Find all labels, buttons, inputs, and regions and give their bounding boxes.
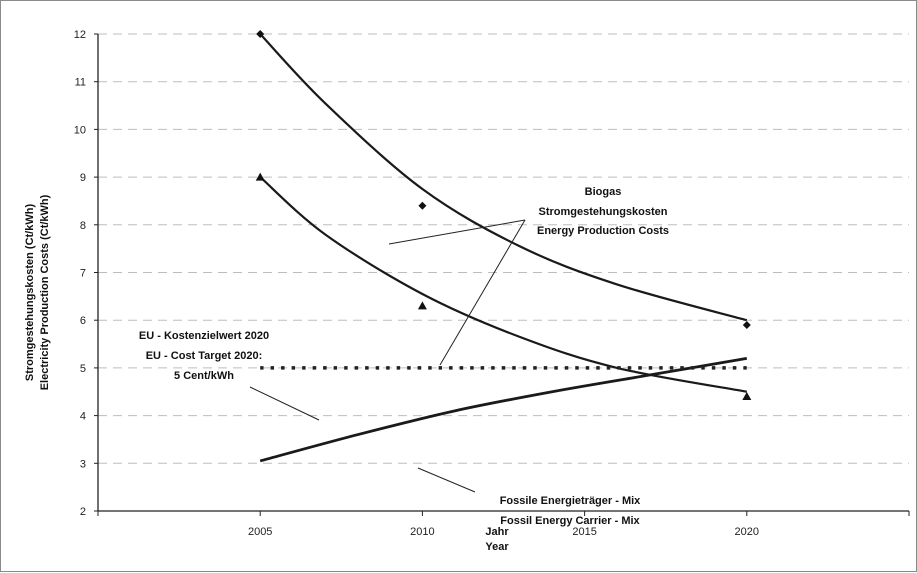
x-tick-label: 2020 [735, 526, 759, 538]
y-tick-label: 12 [74, 29, 86, 41]
annotation-biogas: Stromgestehungskosten [539, 206, 668, 218]
annotation-eu: EU - Kostenzielwert 2020 [139, 330, 269, 342]
leader-fossil [417, 467, 476, 493]
y-tick-label: 3 [80, 458, 86, 470]
x-axis-title: Jahr [485, 526, 509, 538]
leader-eu-target [249, 386, 320, 421]
y-tick-label: 4 [80, 411, 86, 423]
y-tick-label: 7 [80, 268, 86, 280]
y-tick-label: 6 [80, 315, 86, 327]
x-tick-label: 2010 [410, 526, 434, 538]
y-tick-label: 8 [80, 220, 86, 232]
series-biogas-lower [259, 176, 747, 393]
leader-biogas-lower [439, 219, 526, 366]
point-biogas-lower [417, 301, 427, 310]
x-tick-label: 2015 [572, 526, 596, 538]
series-fossil-mix [259, 356, 748, 463]
annotation-biogas: Energy Production Costs [537, 225, 669, 237]
annotation-eu: 5 Cent/kWh [174, 370, 234, 382]
point-biogas-lower [742, 392, 752, 401]
y-tick-label: 9 [80, 172, 86, 184]
point-biogas-upper [418, 201, 427, 210]
annotation-eu: EU - Cost Target 2020: [146, 350, 263, 362]
series-biogas-upper [259, 33, 748, 322]
y-axis-title: Electricity Production Costs (Ct/kWh) [39, 194, 51, 390]
y-tick-label: 11 [75, 77, 86, 89]
y-tick-label: 10 [74, 124, 86, 136]
annotation-fossil: Fossil Energy Carrier - Mix [500, 515, 640, 527]
point-biogas-upper [742, 320, 751, 329]
annotation-biogas: Biogas [585, 186, 622, 198]
y-tick-label: 5 [80, 363, 86, 375]
point-biogas-lower [255, 172, 265, 181]
y-tick-label: 2 [80, 506, 86, 518]
point-biogas-upper [256, 30, 265, 38]
x-axis-title: Year [485, 541, 509, 553]
y-axis-title: Stromgestehungskosten (Ct/kWh) [24, 204, 36, 382]
annotation-fossil: Fossile Energieträger - Mix [500, 495, 641, 507]
x-tick-label: 2005 [248, 526, 272, 538]
leader-biogas-upper [388, 219, 526, 245]
